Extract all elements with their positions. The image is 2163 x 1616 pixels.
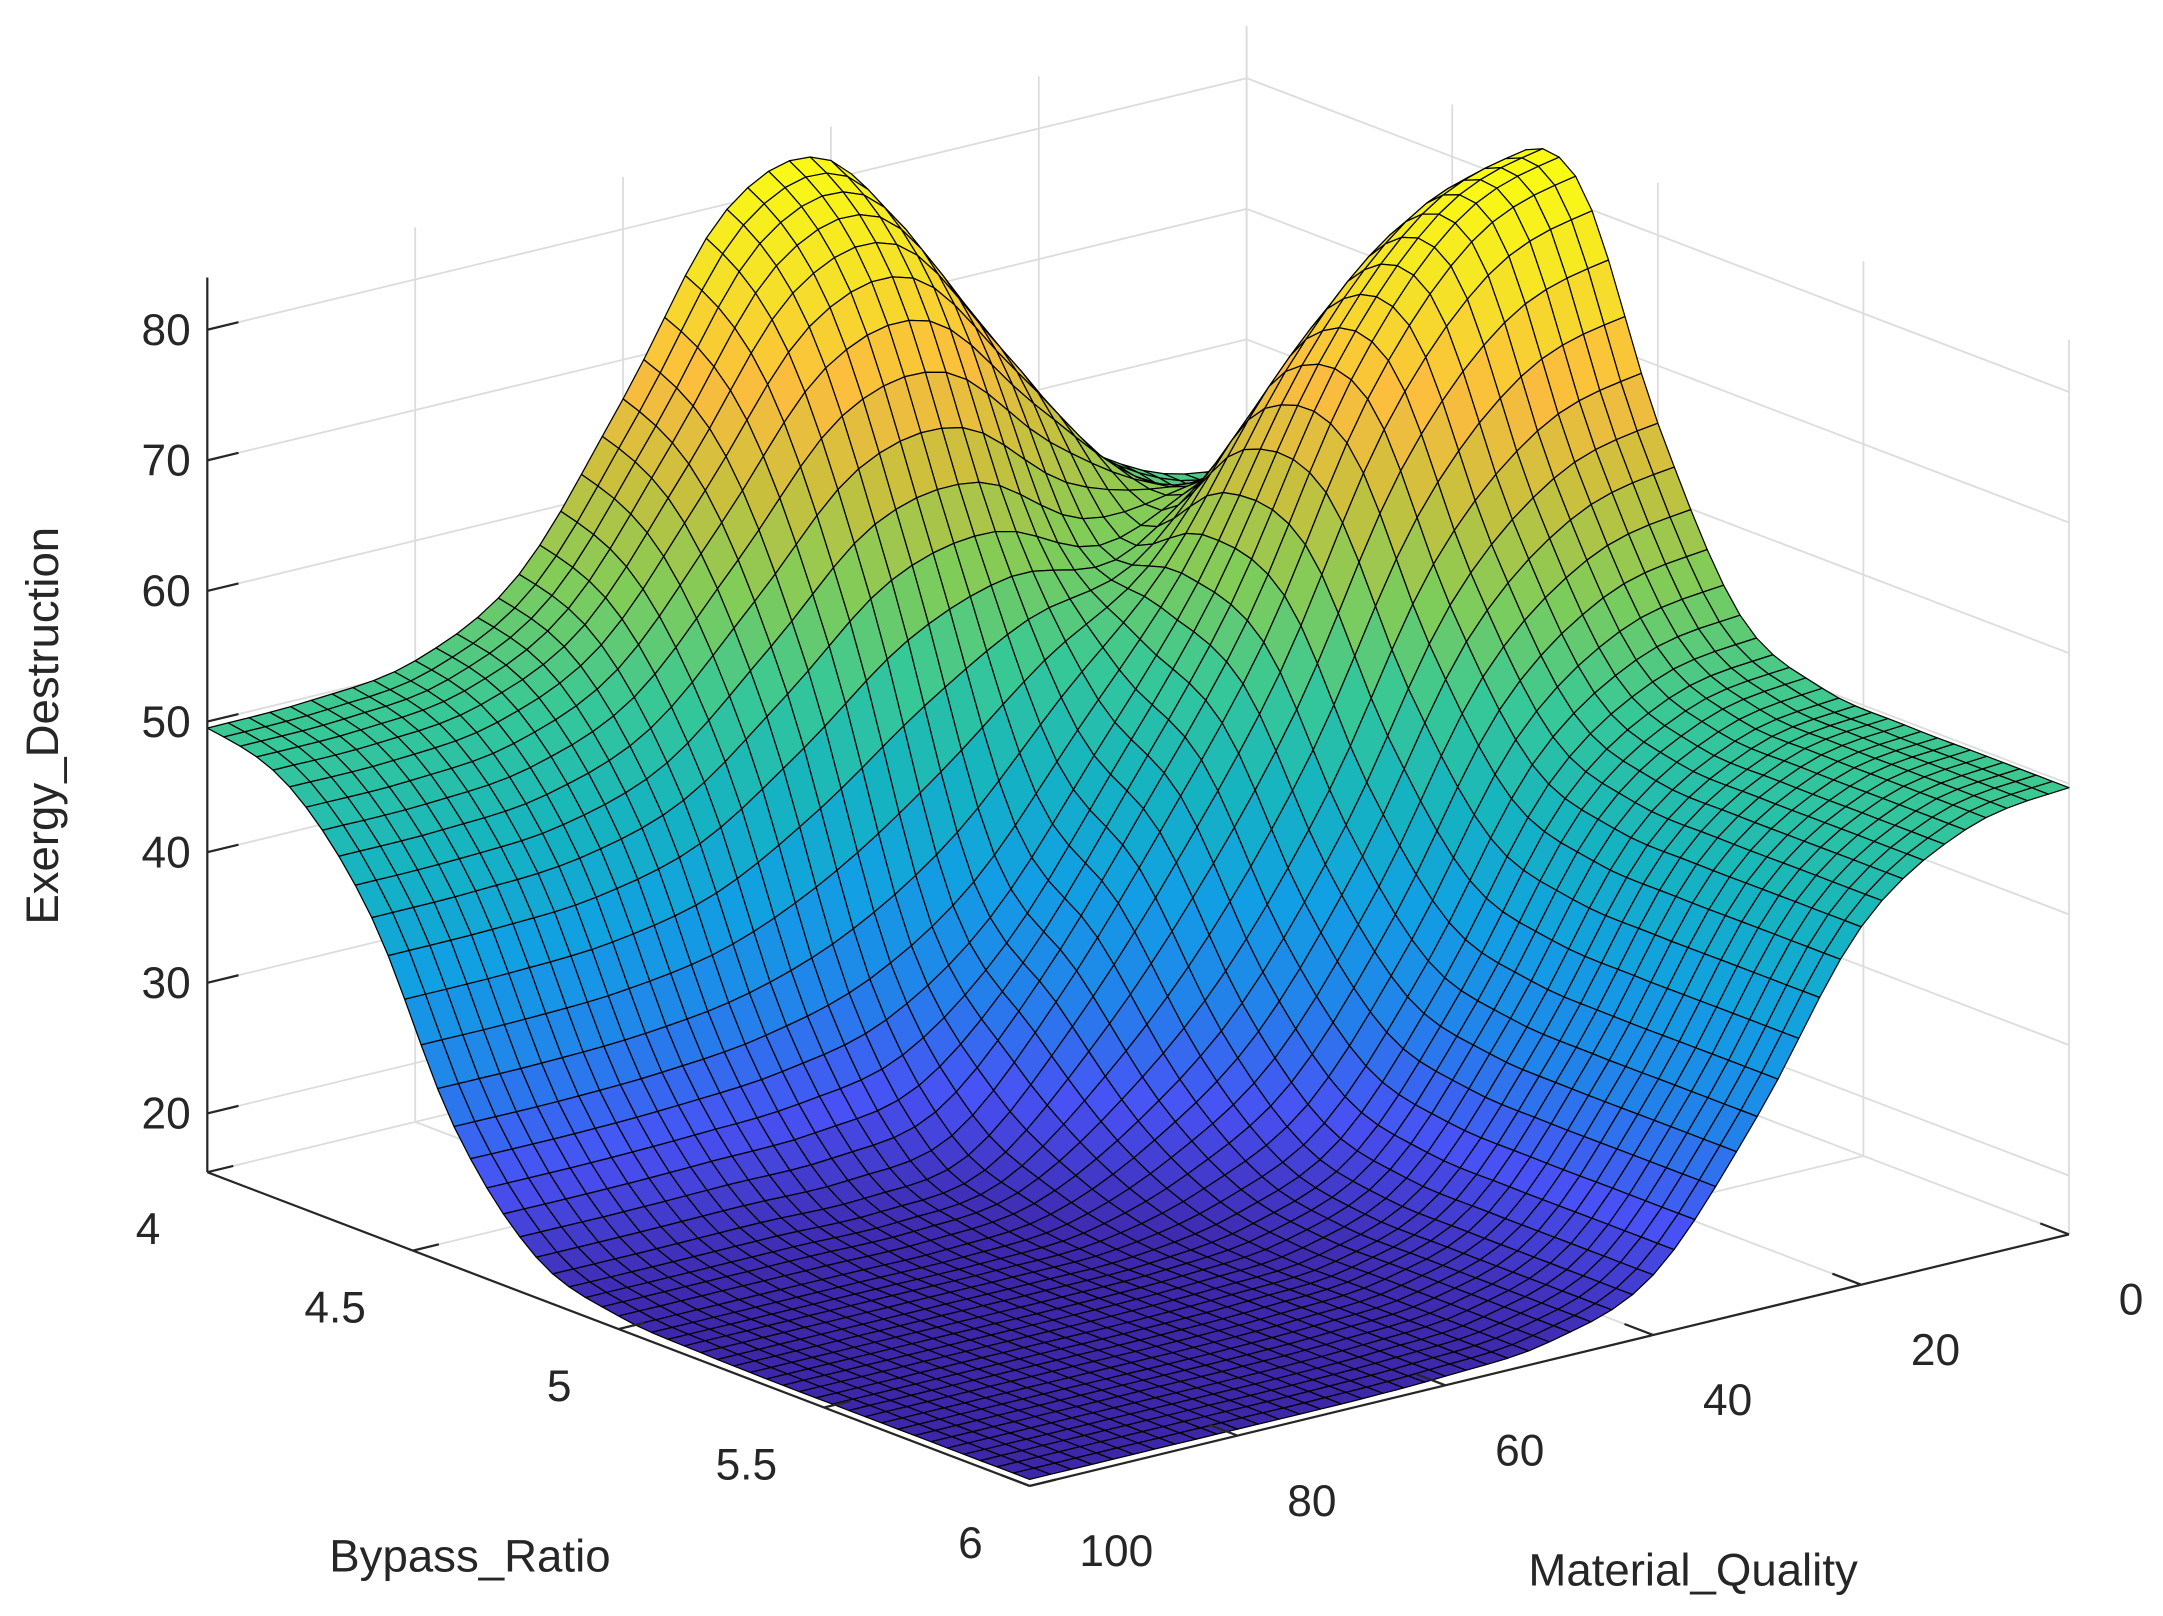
y-tick bbox=[207, 1164, 234, 1174]
x-tick-label: 100 bbox=[1079, 1527, 1153, 1576]
z-tick-label: 70 bbox=[142, 437, 191, 486]
y-tick bbox=[823, 1400, 851, 1409]
x-tick-label: 80 bbox=[1287, 1477, 1336, 1526]
grid-line bbox=[207, 77, 1247, 331]
z-tick bbox=[207, 451, 239, 462]
z-axis-title: Exergy_Destruction bbox=[17, 527, 68, 925]
y-tick-label: 4 bbox=[136, 1205, 161, 1254]
x-tick-label: 0 bbox=[2119, 1276, 2144, 1325]
y-tick-label: 4.5 bbox=[304, 1283, 365, 1332]
y-tick-label: 5 bbox=[547, 1362, 572, 1411]
z-tick bbox=[207, 712, 239, 723]
z-tick bbox=[207, 843, 239, 854]
z-tick-label: 30 bbox=[142, 959, 191, 1008]
surface-mesh bbox=[206, 148, 2070, 1481]
x-tick-label: 60 bbox=[1495, 1426, 1544, 1475]
y-tick-label: 6 bbox=[958, 1519, 983, 1568]
y-axis-title: Bypass_Ratio bbox=[329, 1531, 610, 1582]
x-axis-title: Material_Quality bbox=[1528, 1544, 1858, 1595]
x-tick bbox=[1416, 1373, 1446, 1387]
z-tick bbox=[207, 1104, 239, 1115]
z-tick bbox=[207, 321, 239, 331]
x-tick bbox=[1000, 1473, 1031, 1487]
z-tick-label: 50 bbox=[142, 698, 191, 747]
y-tick bbox=[618, 1321, 645, 1331]
y-tick bbox=[1029, 1478, 1056, 1487]
x-tick bbox=[1208, 1423, 1238, 1437]
axes bbox=[206, 277, 2070, 1487]
surface-face bbox=[1012, 1467, 1052, 1481]
x-tick bbox=[1624, 1322, 1654, 1337]
z-tick-label: 20 bbox=[142, 1090, 191, 1139]
y-tick-label: 5.5 bbox=[716, 1440, 777, 1489]
y-tick bbox=[412, 1243, 440, 1252]
z-tick bbox=[207, 582, 239, 593]
x-tick bbox=[1831, 1272, 1862, 1286]
x-tick-label: 20 bbox=[1911, 1326, 1960, 1375]
z-tick-label: 60 bbox=[142, 567, 191, 616]
z-tick-label: 80 bbox=[142, 306, 191, 355]
x-axis-line bbox=[1029, 1233, 2070, 1487]
z-tick bbox=[207, 974, 239, 984]
x-tick bbox=[2039, 1222, 2070, 1236]
x-tick-label: 40 bbox=[1703, 1376, 1752, 1425]
z-tick-label: 40 bbox=[142, 828, 191, 877]
